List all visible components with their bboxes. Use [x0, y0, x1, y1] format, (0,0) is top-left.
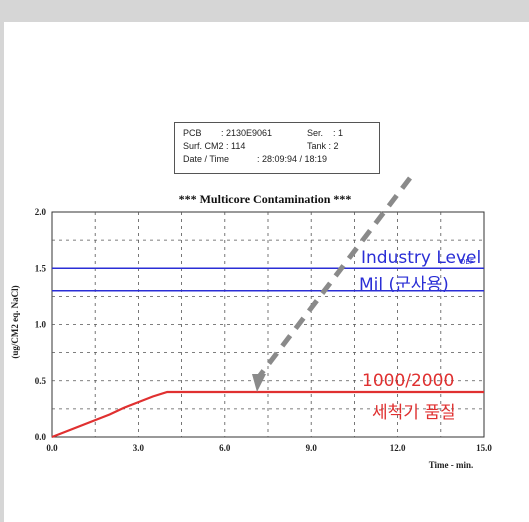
y-tick-label: 1.5: [35, 263, 47, 273]
pcb-label: PCB: [183, 128, 202, 138]
reference-lines: [52, 267, 484, 292]
callout-arrow: [256, 176, 412, 380]
x-tick-label: 12.0: [390, 443, 406, 453]
industry-sub-label: DEF: [460, 258, 474, 266]
x-tick-label: 6.0: [219, 443, 231, 453]
tick-labels: 0.0 3.0 6.0 9.0 12.0 15.0 0.0 0.5 1.0 1.5 2.0: [35, 207, 493, 453]
x-tick-label: 3.0: [133, 443, 145, 453]
left-frame-bar: [0, 22, 4, 522]
date-label: Date / Time: [183, 154, 230, 164]
tank-label: Tank : 2: [307, 141, 339, 151]
callout-arrow-head-icon: [252, 374, 266, 392]
date-value: : 28:09:94 / 18:19: [257, 154, 328, 164]
x-tick-label: 9.0: [306, 443, 318, 453]
quality-label-line2: 세척기 품질: [372, 403, 456, 423]
chart-title: *** Multicore Contamination ***: [179, 192, 352, 206]
mil-label: Mil (군사용): [359, 275, 449, 295]
y-tick-label: 0.5: [35, 376, 47, 386]
x-tick-label: 15.0: [476, 443, 492, 453]
x-tick-label: 0.0: [46, 443, 58, 453]
ser-label: Ser.: [307, 128, 324, 138]
series-line: [51, 390, 484, 439]
y-tick-label: 0.0: [35, 432, 47, 442]
pcb-value: : 2130E9061: [221, 128, 273, 138]
y-tick-label: 1.0: [35, 320, 47, 330]
industry-level-label: Industry Level: [361, 248, 481, 268]
y-tick-label: 2.0: [35, 207, 47, 217]
x-axis-title: Time - min.: [429, 460, 474, 470]
y-axis-title: (ug/CM2 eq. NaCl): [10, 285, 20, 358]
top-frame-bar: [0, 0, 529, 22]
surf-label: Surf. CM2 : 114: [183, 141, 246, 151]
measurement-info-box: PCB : 2130E9061 Ser. : 1 Surf. CM2 : 114…: [174, 122, 380, 174]
series-layer: [51, 390, 484, 439]
quality-label-line1: 1000/2000: [362, 371, 454, 391]
ser-value: : 1: [333, 128, 344, 138]
